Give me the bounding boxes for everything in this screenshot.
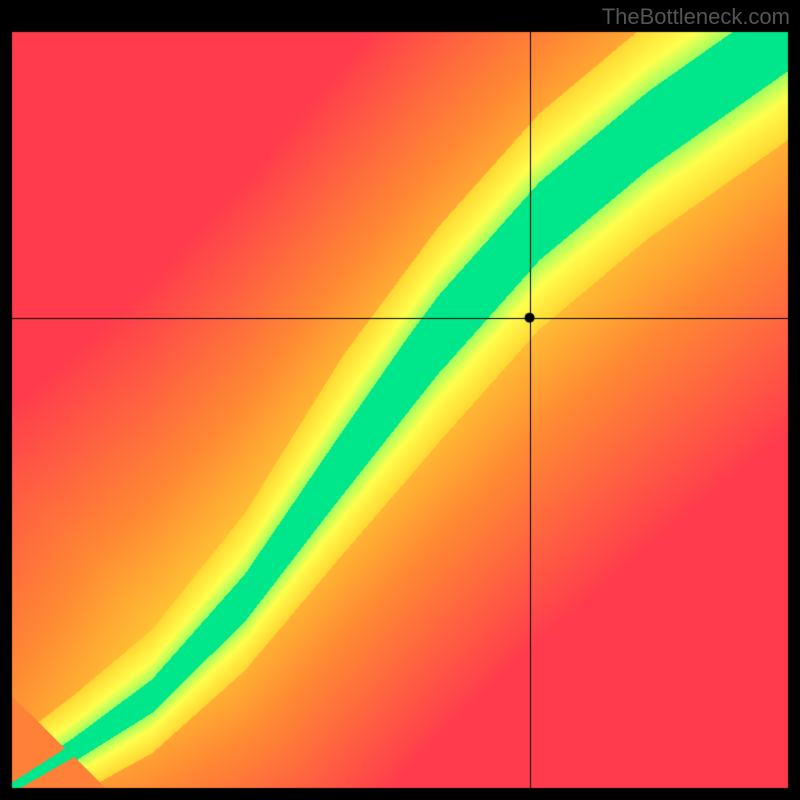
chart-container: TheBottleneck.com <box>0 0 800 800</box>
heatmap-chart <box>0 0 800 800</box>
heatmap-canvas <box>0 0 800 800</box>
watermark-text: TheBottleneck.com <box>602 4 790 30</box>
